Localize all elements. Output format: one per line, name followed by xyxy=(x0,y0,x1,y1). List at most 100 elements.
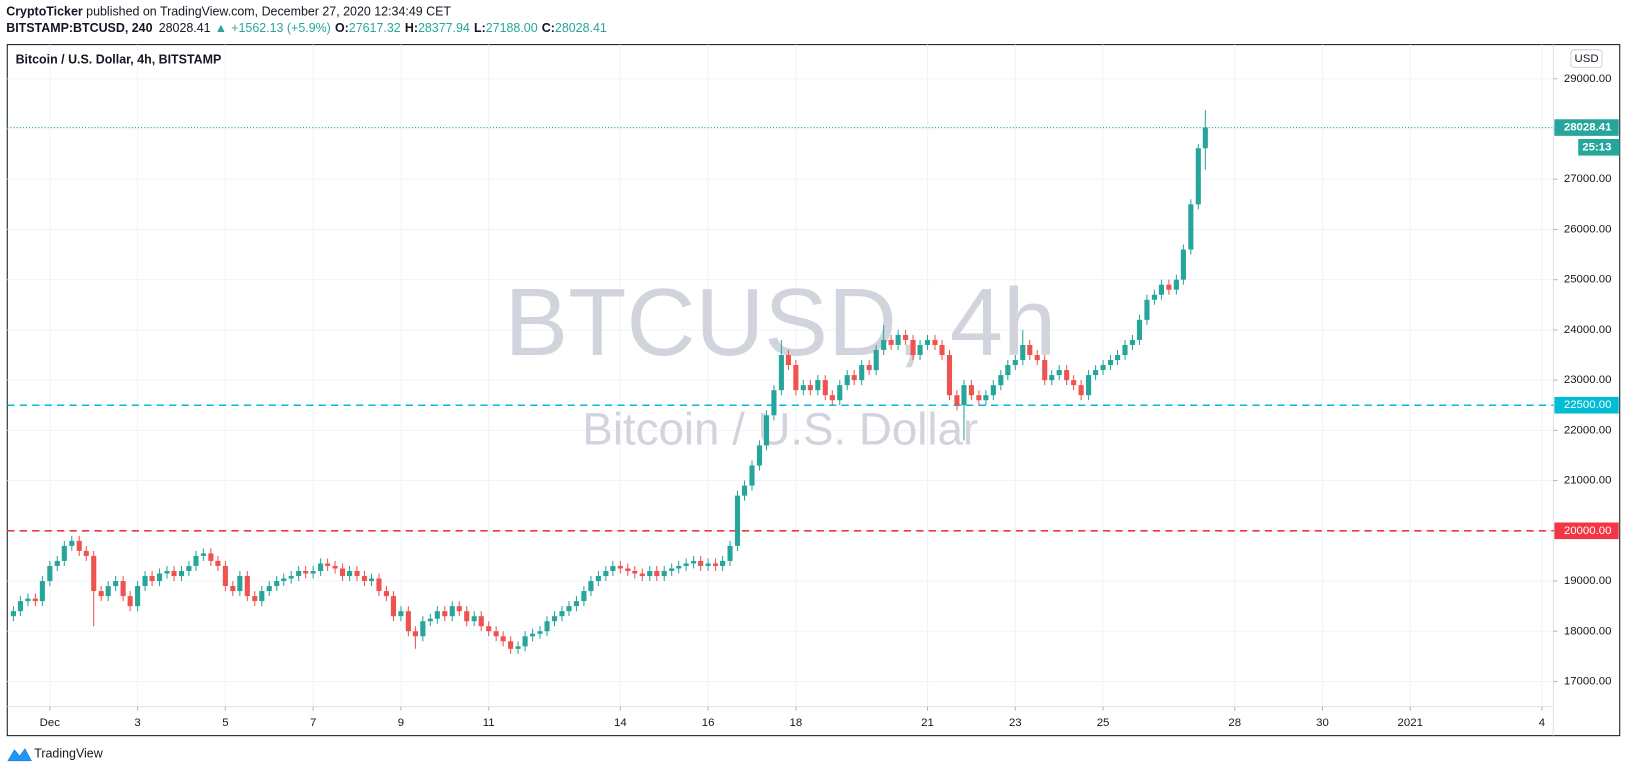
candle-body xyxy=(778,355,784,391)
candle-body xyxy=(632,570,638,574)
candle-body xyxy=(998,375,1004,386)
footer-brand[interactable]: TradingView xyxy=(34,747,103,761)
candle-body xyxy=(1093,370,1099,376)
candle-body xyxy=(464,611,470,622)
candle-body xyxy=(288,576,294,579)
candle-body xyxy=(610,565,616,571)
currency[interactable]: USD xyxy=(1574,53,1598,65)
candle-body xyxy=(156,573,163,582)
candle-body xyxy=(917,344,923,356)
candle-body xyxy=(691,560,697,564)
last-value: 28028.41 xyxy=(159,21,211,35)
candle-body xyxy=(17,601,23,612)
candle-body xyxy=(815,380,821,391)
candle-body xyxy=(771,390,777,416)
candle-body xyxy=(303,570,309,574)
candle-body xyxy=(76,540,82,551)
levels xyxy=(7,127,1554,532)
grid xyxy=(7,44,1554,707)
open-label: O: xyxy=(335,21,349,35)
candle-body xyxy=(420,621,426,637)
candle-body xyxy=(617,565,623,569)
candle-body xyxy=(1129,339,1136,345)
symbol: BITSTAMP:BTCUSD, 240 xyxy=(6,21,152,35)
x-tick-label: 4 xyxy=(1539,717,1546,729)
countdown-tag xyxy=(1578,138,1620,156)
candle-body xyxy=(888,339,894,345)
candle-body xyxy=(442,611,448,617)
candle-body xyxy=(793,365,799,391)
y-tick-label: 21000.00 xyxy=(1564,475,1612,487)
candle-body xyxy=(734,495,741,546)
candle-body xyxy=(186,565,192,571)
candle-body xyxy=(222,565,228,587)
x-tick-label: 21 xyxy=(921,717,934,729)
candle-body xyxy=(230,586,236,592)
candle-body xyxy=(756,445,763,466)
candle-body xyxy=(544,621,550,632)
candle-body xyxy=(968,385,974,396)
candle-body xyxy=(807,385,813,391)
candle-body xyxy=(1195,148,1201,205)
y-tick-label: 17000.00 xyxy=(1564,675,1612,687)
change-arrow: ▲ xyxy=(215,21,227,35)
candle-body xyxy=(1064,370,1070,381)
logo-icon[interactable] xyxy=(7,748,33,762)
candle-body xyxy=(354,570,360,577)
published: published on TradingView.com, December 2… xyxy=(83,5,452,19)
x-tick-label: 23 xyxy=(1009,717,1022,729)
candle-body xyxy=(1122,344,1128,356)
candle-body xyxy=(1188,204,1194,250)
author[interactable]: CryptoTicker xyxy=(6,5,83,19)
candle-body xyxy=(493,631,499,637)
y-tick-label: 26000.00 xyxy=(1564,223,1612,235)
x-tick-label: 5 xyxy=(222,717,228,729)
candle-body xyxy=(1086,375,1092,396)
candle-body xyxy=(508,641,514,649)
close-value: 28028.41 xyxy=(555,21,607,35)
candle-body xyxy=(741,485,748,496)
candle-body xyxy=(127,596,133,607)
candle-body xyxy=(486,626,492,632)
x-tick-label: 18 xyxy=(790,717,803,729)
candle-body xyxy=(361,576,368,582)
candle-body xyxy=(500,636,506,642)
currency-box[interactable] xyxy=(1570,49,1603,68)
candle-body xyxy=(1034,355,1040,361)
candle-body xyxy=(296,570,302,577)
candle-body xyxy=(1100,365,1106,371)
candle-body xyxy=(456,606,462,612)
x-tick-label: Dec xyxy=(40,717,61,729)
candle-body xyxy=(10,611,16,617)
x-tick-label: 14 xyxy=(614,717,627,729)
open-value: 27617.32 xyxy=(349,21,401,35)
candle-body xyxy=(829,395,835,401)
candle-body xyxy=(910,339,916,356)
footer-logo[interactable] xyxy=(7,748,33,762)
candle-body xyxy=(1071,380,1077,386)
candle-body xyxy=(325,563,331,566)
candle-body xyxy=(859,365,865,381)
candle-body xyxy=(434,611,440,619)
candle-body xyxy=(1027,344,1033,356)
candle-body xyxy=(171,570,177,577)
candle-body xyxy=(683,563,689,566)
candle-body xyxy=(647,570,653,577)
candle-body xyxy=(1042,360,1048,381)
candle-body xyxy=(200,553,206,556)
candle-body xyxy=(98,591,104,597)
candle-body xyxy=(347,570,353,577)
x-tick-label: 28 xyxy=(1228,717,1241,729)
candle-body xyxy=(939,344,945,356)
candle-body xyxy=(208,553,214,561)
candle-body xyxy=(530,633,536,637)
candle-body xyxy=(149,576,155,582)
candle-body xyxy=(551,616,558,622)
watermark-name: Bitcoin / U.S. Dollar xyxy=(582,404,978,455)
chart-frame xyxy=(6,44,1621,737)
candle-body xyxy=(837,385,843,401)
candle-body xyxy=(332,565,338,569)
candle-body xyxy=(588,581,594,592)
candle-body xyxy=(822,380,828,396)
axes: 17000.00 18000.00 19000.00 20000.00 21000.00… xyxy=(40,73,1620,729)
